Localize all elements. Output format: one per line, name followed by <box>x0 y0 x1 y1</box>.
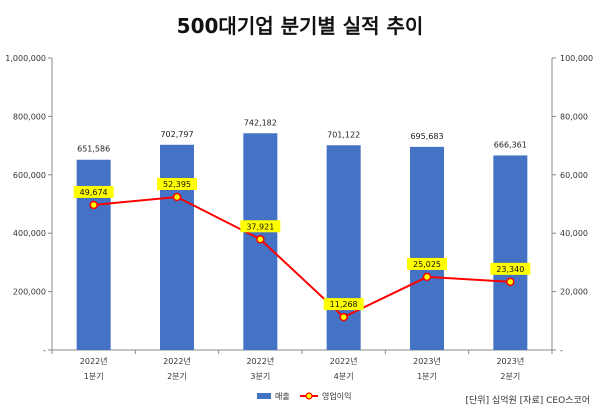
legend-label-line: 영업이익 <box>322 391 351 401</box>
x-tick-label-year: 2022년 <box>80 356 108 366</box>
line-data-label-bg <box>73 185 114 198</box>
bar-data-label: 666,361 <box>494 140 527 149</box>
x-tick-label-quarter: 4분기 <box>334 372 354 381</box>
left-tick-label: - <box>43 346 46 355</box>
right-tick-label: 80,000 <box>560 112 588 121</box>
line-point <box>256 235 265 244</box>
right-tick-label: 40,000 <box>560 229 588 238</box>
line-data-label: 25,025 <box>413 260 441 269</box>
x-tick-label-quarter: 2분기 <box>500 372 520 381</box>
legend-swatch-bar <box>257 393 271 399</box>
x-tick-label-quarter: 1분기 <box>417 372 437 381</box>
left-tick-label: 400,000 <box>13 229 46 238</box>
line-data-label: 37,921 <box>246 222 274 231</box>
x-tick-label-year: 2023년 <box>496 356 524 366</box>
bar-매출 <box>410 146 444 350</box>
legend-swatch-marker <box>305 392 313 400</box>
x-tick-label-quarter: 2분기 <box>167 372 187 381</box>
left-tick-label: 800,000 <box>13 112 46 121</box>
line-data-label: 23,340 <box>496 265 524 274</box>
line-data-label-bg <box>323 298 364 311</box>
right-tick-label: - <box>560 346 563 355</box>
chart-footnote: [단위] 십억원 [자료] CEO스코어 <box>465 396 590 406</box>
line-data-label-bg <box>407 257 447 270</box>
bar-매출 <box>160 144 194 350</box>
bar-data-label: 701,122 <box>327 130 360 139</box>
x-tick-label-quarter: 3분기 <box>250 372 270 381</box>
line-data-label-bg <box>490 262 531 275</box>
x-tick-label-year: 2022년 <box>246 356 274 366</box>
line-data-label: 11,268 <box>330 300 358 309</box>
line-data-label-bg <box>240 220 281 233</box>
line-point <box>172 192 182 202</box>
legend-label-bar: 매출 <box>275 391 290 401</box>
left-tick-label: 200,000 <box>13 288 46 297</box>
bar-data-label: 742,182 <box>244 118 277 127</box>
line-data-label-bg <box>157 178 197 191</box>
bar-data-label: 651,586 <box>77 145 110 154</box>
line-point <box>339 312 348 322</box>
x-tick-label-year: 2022년 <box>163 356 191 366</box>
left-tick-label: 1,000,000 <box>5 54 46 63</box>
bar-data-label: 702,797 <box>160 130 193 139</box>
x-tick-label-quarter: 1분기 <box>84 372 104 381</box>
line-data-label: 52,395 <box>163 180 191 189</box>
line-data-label: 49,674 <box>80 188 108 197</box>
left-tick-label: 600,000 <box>13 171 46 180</box>
right-tick-label: 20,000 <box>560 288 588 297</box>
line-point <box>422 272 432 282</box>
chart-title: 500대기업 분기별 실적 추이 <box>176 14 424 38</box>
x-tick-label-year: 2022년 <box>330 356 358 366</box>
bar-data-label: 695,683 <box>410 132 443 141</box>
x-tick-label-year: 2023년 <box>413 356 441 366</box>
right-tick-label: 100,000 <box>560 54 593 63</box>
line-point <box>506 277 515 287</box>
line-point <box>89 200 98 210</box>
bar-매출 <box>493 155 528 350</box>
line-영업이익 <box>93 195 511 319</box>
right-tick-label: 60,000 <box>560 171 588 180</box>
